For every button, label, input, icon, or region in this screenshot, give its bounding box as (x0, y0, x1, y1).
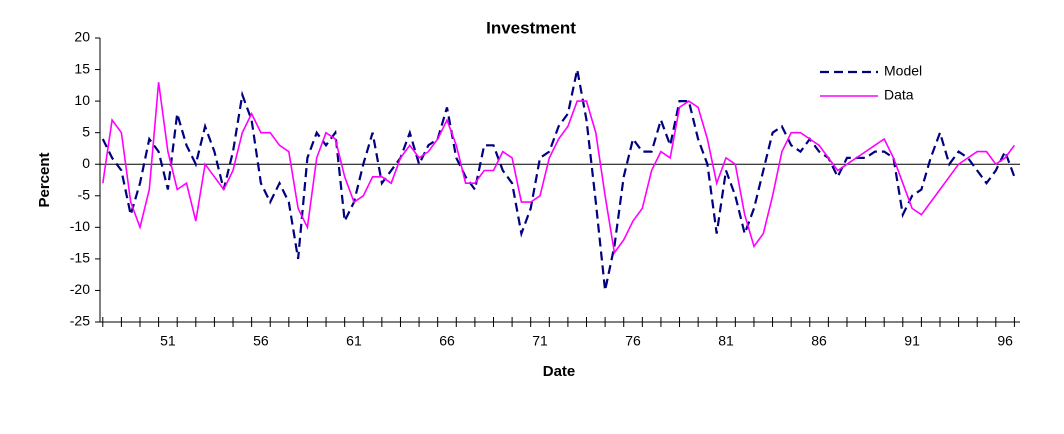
y-tick-label: 10 (74, 92, 90, 108)
x-tick-label: 96 (997, 333, 1013, 349)
y-tick-label: 5 (82, 123, 90, 139)
y-tick-label: 0 (82, 155, 90, 171)
y-tick-label: 15 (74, 60, 90, 76)
x-tick-label: 76 (625, 333, 641, 349)
y-tick-label: 20 (74, 29, 90, 45)
chart-title: Investment (486, 18, 576, 37)
x-axis-label: Date (543, 363, 576, 380)
y-tick-label: -10 (70, 218, 90, 234)
x-tick-label: 86 (811, 333, 827, 349)
legend-label: Model (884, 63, 922, 79)
y-tick-label: -5 (78, 186, 91, 202)
x-tick-label: 91 (904, 333, 920, 349)
x-tick-label: 66 (439, 333, 455, 349)
x-tick-label: 51 (160, 333, 176, 349)
x-tick-label: 56 (253, 333, 269, 349)
series-line (101, 69, 1016, 291)
y-axis-label: Percent (36, 152, 53, 207)
series-line (102, 82, 1016, 255)
x-tick-label: 61 (346, 333, 362, 349)
x-tick-label: 71 (532, 333, 548, 349)
y-tick-label: -25 (70, 313, 90, 329)
y-tick-label: -15 (70, 250, 90, 266)
legend-label: Data (884, 87, 914, 103)
x-tick-label: 81 (718, 333, 734, 349)
y-tick-label: -20 (70, 281, 90, 297)
